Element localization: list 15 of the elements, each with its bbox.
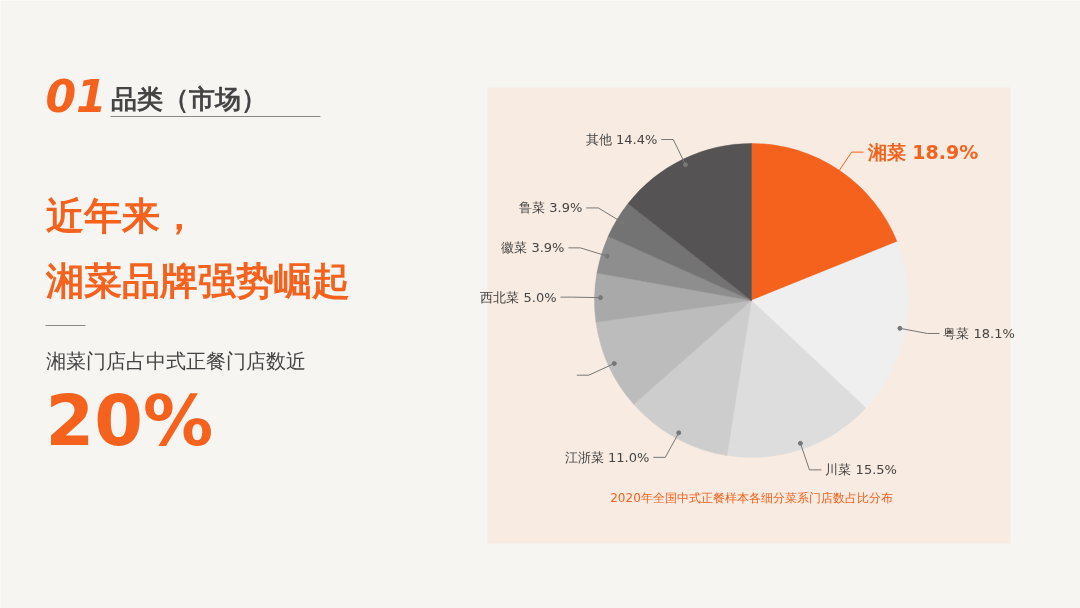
slice-label: 鲁菜 3.9% (519, 200, 583, 216)
text: 品类（市场） (110, 83, 267, 114)
slice-label: 徽菜 3.9% (501, 240, 565, 256)
slice-label: 江浙菜 11.0% (564, 449, 650, 465)
slice-label: 湘菜 18.9% (866, 141, 979, 164)
text: 近年来， (45, 193, 198, 238)
text: 01 (45, 71, 107, 122)
slice-label: 西北菜 5.0% (480, 289, 557, 305)
text: 2020年全国中式正餐样本各细分菜系门店数占比分布 (610, 490, 893, 505)
text: 20% (45, 379, 214, 462)
slice-label: 其他 14.4% (585, 132, 658, 148)
slice-label: 川菜 15.5% (825, 462, 897, 478)
text: 湘菜品牌强势崛起 (44, 258, 350, 303)
slice-label: 粤菜 18.1% (943, 325, 1015, 341)
text: 湘菜门店占中式正餐门店数近 (45, 348, 306, 373)
